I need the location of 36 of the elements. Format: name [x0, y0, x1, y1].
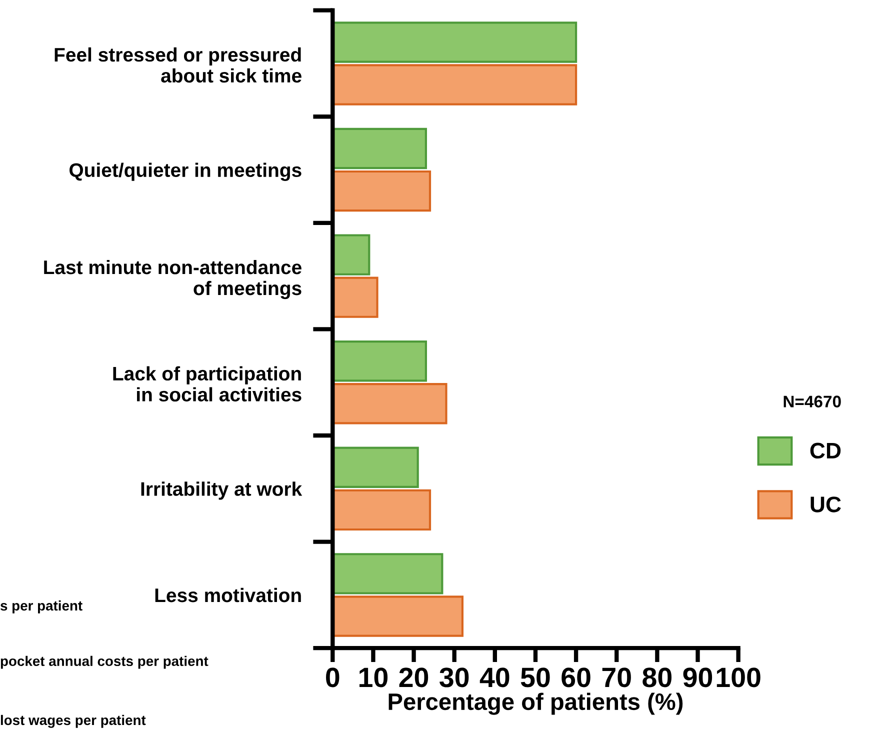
x-tick-label: 0: [326, 668, 340, 688]
bar: [332, 234, 370, 276]
y-tick-label: Irritability at work: [141, 482, 302, 500]
x-tick-label: 100: [716, 668, 760, 688]
bar: [332, 170, 432, 212]
legend-label: CD: [810, 442, 841, 459]
y-tick-label: Feel stressed or pressured about sick time: [54, 47, 302, 83]
x-tick-label: 80: [642, 668, 672, 688]
x-tick-label: 30: [440, 668, 469, 688]
bar: [332, 383, 448, 424]
bar: [332, 553, 444, 594]
bar: [332, 22, 578, 63]
x-tick-label: 60: [562, 668, 590, 688]
x-tick-label: 20: [399, 668, 428, 688]
bar: [332, 446, 419, 488]
text: pocket annual costs per patient: [0, 656, 208, 669]
y-tick-label: Quiet/quieter in meetings: [70, 162, 302, 181]
bar: [332, 489, 432, 531]
y-tick-label: Lack of participation in social activities: [113, 366, 302, 402]
legend-title: N=4670: [784, 396, 841, 408]
bar: [332, 128, 427, 170]
x-tick-label: 50: [520, 668, 550, 688]
x-tick-label: 10: [360, 668, 388, 688]
bar: [332, 276, 378, 318]
bar: [332, 596, 464, 637]
x-tick-label: 40: [480, 668, 510, 688]
legend-label: UC: [810, 496, 841, 512]
text: s per patient: [0, 600, 82, 614]
text: lost wages per patient: [0, 714, 146, 728]
y-tick-label: Last minute non-attendance of meetings: [44, 260, 302, 300]
x-axis-title: Percentage of patients (%): [388, 692, 683, 715]
x-tick-label: 90: [683, 668, 712, 688]
bar: [332, 340, 427, 382]
y-tick-label: Less motivation: [155, 588, 301, 602]
x-tick-label: 70: [602, 668, 631, 688]
bar: [332, 64, 578, 106]
